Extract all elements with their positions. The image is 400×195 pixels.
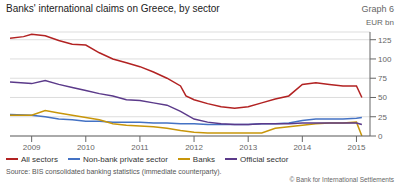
svg-text:125: 125	[378, 36, 392, 45]
svg-text:2014: 2014	[293, 143, 311, 150]
svg-text:75: 75	[378, 74, 387, 83]
svg-text:100: 100	[378, 55, 392, 64]
svg-text:2009: 2009	[23, 143, 41, 150]
html-text:All sectors: All sectors	[21, 154, 58, 164]
html-text:Banks: Banks	[192, 154, 216, 164]
html-text:Official sector: Official sector	[240, 154, 289, 164]
html-text:Banks' international claims on: Banks' international claims on Greece, b…	[6, 3, 220, 14]
svg-text:0: 0	[378, 132, 383, 141]
svg-text:2013: 2013	[239, 143, 257, 150]
svg-text:25: 25	[378, 113, 387, 122]
svg-text:2015: 2015	[348, 143, 366, 150]
html-text:Graph 6: Graph 6	[361, 4, 394, 14]
html-text:Non-bank private sector: Non-bank private sector	[82, 154, 168, 164]
svg-text:2012: 2012	[185, 143, 203, 150]
html-text:© Bank for International Settl: © Bank for International Settlements	[289, 176, 394, 183]
html-text:Source: BIS consolidated banki: Source: BIS consolidated banking statist…	[6, 168, 222, 175]
svg-text:50: 50	[378, 93, 387, 102]
svg-text:2010: 2010	[77, 143, 95, 150]
svg-text:2011: 2011	[131, 143, 149, 150]
html-text:EUR bn: EUR bn	[366, 18, 394, 27]
